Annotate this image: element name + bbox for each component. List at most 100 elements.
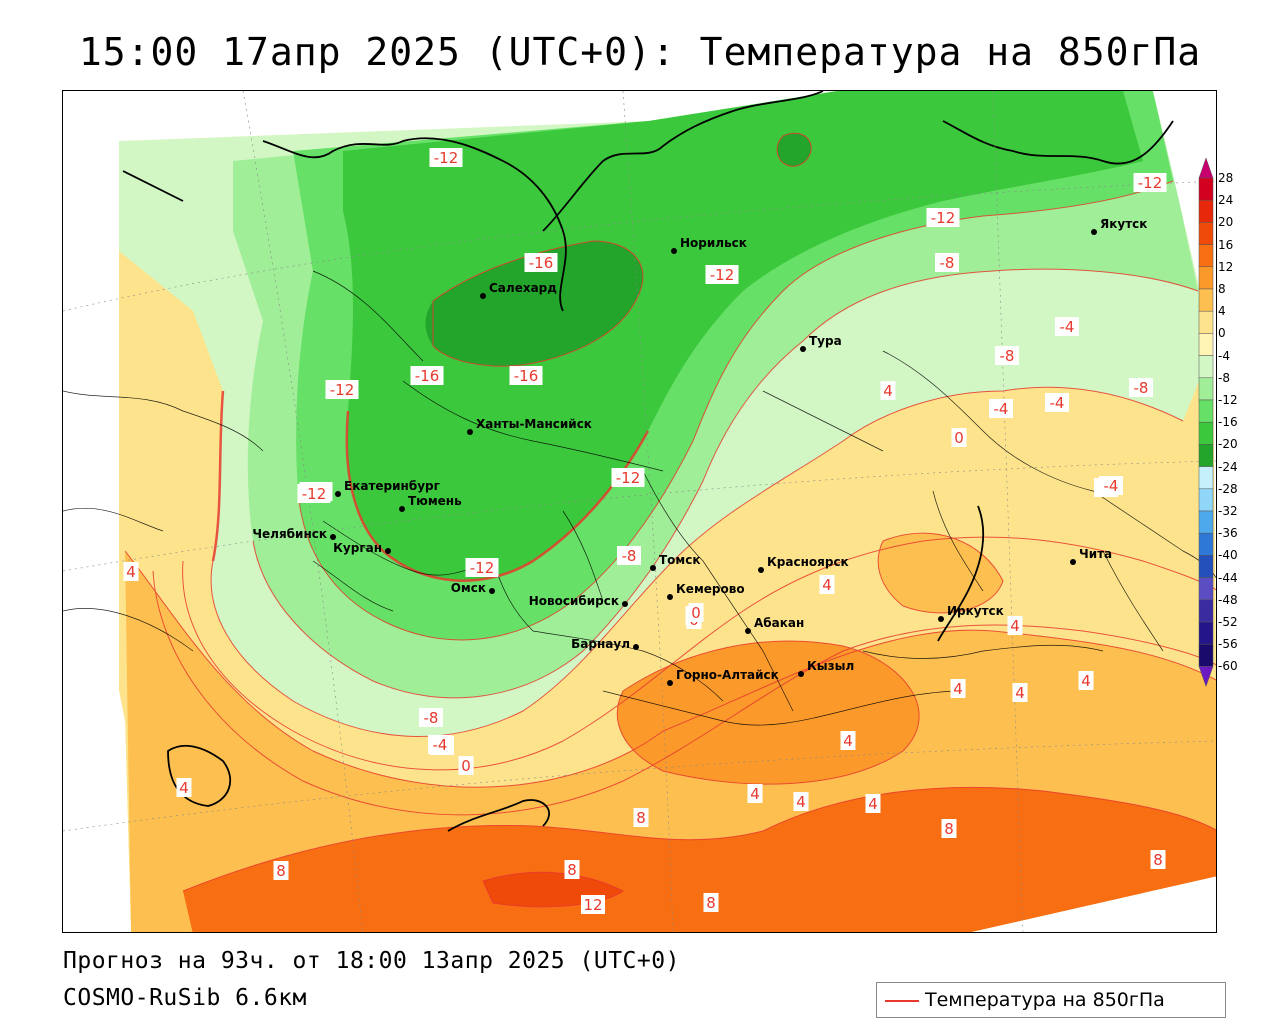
city-dot [467,429,473,435]
colorbar-tick-label: 16 [1218,237,1234,252]
city-name: Екатеринбург [344,479,440,493]
city-name: Салехард [489,281,557,295]
isotherm-label-text: -4 [994,400,1009,418]
city-name: Курган [333,541,382,555]
colorbar-swatch [1198,399,1214,423]
colorbar-swatch [1198,555,1214,578]
city-dot [399,506,405,512]
isotherm-label: -16 [509,366,543,385]
hot-zone [183,787,1216,932]
city-marker: Барнаул [571,637,639,651]
city-marker: Норильск [671,236,747,254]
city-dot [622,601,628,607]
isotherm-label-text: 4 [868,795,878,813]
city-marker: Томск [650,553,701,571]
temperature-map: -12 -16 -16 -16 -12 -12 -12 -12 -8 -12 -12 -8 -8 -4 -4… [63,91,1216,932]
map-legend: Температура на 850гПа [876,982,1226,1018]
very-cold-zone [343,91,1143,581]
city-name: Кызыл [807,659,854,673]
colorbar-swatch [1198,444,1214,467]
map-frame[interactable]: -12 -16 -16 -16 -12 -12 -12 -12 -8 -12 -12 -8 -8 -4 -4… [62,90,1217,933]
colorbar-tick-label: -24 [1218,459,1238,474]
colorbar-swatch [1198,621,1214,645]
isotherm-label: 0 [951,428,967,447]
isotherm-label-text: 8 [567,861,577,879]
colorbar-tick-label: 20 [1218,215,1234,230]
isotherm-label-text: -4 [1050,394,1065,412]
isotherm-label: -8 [1129,378,1153,397]
colorbar-swatch [1198,355,1214,379]
city-dot [633,644,639,650]
isotherm-label-text: -16 [529,254,554,272]
isotherm-label: -8 [419,708,443,727]
city-dot [480,293,486,299]
city-dot [667,594,673,600]
city-dot [938,616,944,622]
isotherm-label: 4 [840,731,856,750]
isotherm-label: -12 [705,265,739,284]
city-marker: Тура [800,334,842,352]
isotherm-label-text: 0 [461,757,471,775]
colorbar-swatch [1198,577,1214,601]
legend-label: Температура на 850гПа [925,989,1165,1011]
city-name: Барнаул [571,637,630,651]
colorbar-swatch [1198,510,1214,534]
isotherm-label: -12 [325,380,359,399]
colorbar-swatch [1198,222,1214,245]
isotherm-label-text: 8 [706,894,716,912]
isotherm-label: -8 [617,546,641,565]
isotherm-label-text: -12 [434,149,459,167]
city-marker: Чита [1070,547,1112,565]
isotherm-label: 0 [688,603,704,622]
city-dot [671,248,677,254]
isotherm-lines-bold [211,390,650,582]
isotherm-label: -12 [926,208,960,227]
isotherm-label: -16 [410,366,444,385]
isotherm-label: -16 [524,253,558,272]
city-name: Горно-Алтайск [676,668,779,682]
colorbar-tick-label: 8 [1218,282,1226,296]
isotherm-label-text: 4 [179,779,189,797]
isotherm-label: 12 [581,895,605,914]
isotherm-label-text: 0 [954,429,964,447]
isotherm-label: 4 [747,784,763,803]
city-name: Ханты-Мансийск [476,417,592,431]
city-name: Якутск [1100,217,1147,231]
colorbar-swatch [1198,244,1214,268]
colorbar-tick-label: 24 [1218,193,1234,208]
city-marker: Горно-Алтайск [667,668,779,686]
isotherm-label-text: 4 [822,576,832,594]
isotherm-label: -4 [1045,393,1069,412]
isotherm-label: 4 [950,679,966,698]
coldest-zone [425,241,643,366]
colorbar-swatch [1198,266,1214,290]
colorbar-swatch [1198,643,1214,667]
isotherm-label: -8 [935,253,959,272]
colorbar-tick-label: 0 [1218,326,1226,341]
isotherm-label: -12 [465,558,499,577]
isotherm-label-text: -8 [940,254,955,272]
isotherm-label: 0 [458,756,474,775]
city-name: Чита [1079,547,1112,561]
city-dot [330,534,336,540]
isotherm-label: -4 [1055,317,1079,336]
colorbar-tick-label: -8 [1218,370,1230,385]
colorbar-swatch [1198,466,1214,490]
city-marker: Екатеринбург [335,479,440,497]
isotherm-label-text: 8 [1153,851,1163,869]
colorbar-swatch [1198,288,1214,312]
isotherm-label-text: -12 [616,469,641,487]
city-name: Тура [809,334,842,348]
isotherm-label-text: -16 [514,367,539,385]
city-marker: Иркутск [938,604,1004,622]
isotherm-label-text: 0 [691,604,701,622]
city-marker: Омск [451,581,495,595]
isotherm-label: 4 [1007,616,1023,635]
colorbar-tick-label: -40 [1218,548,1238,563]
isotherm-label: 8 [273,861,289,880]
isotherm-lines [124,132,1216,908]
colorbar-scale [1198,157,1214,688]
isotherm-label: -12 [611,468,645,487]
city-dot [745,628,751,634]
isotherm-label: 4 [176,778,192,797]
